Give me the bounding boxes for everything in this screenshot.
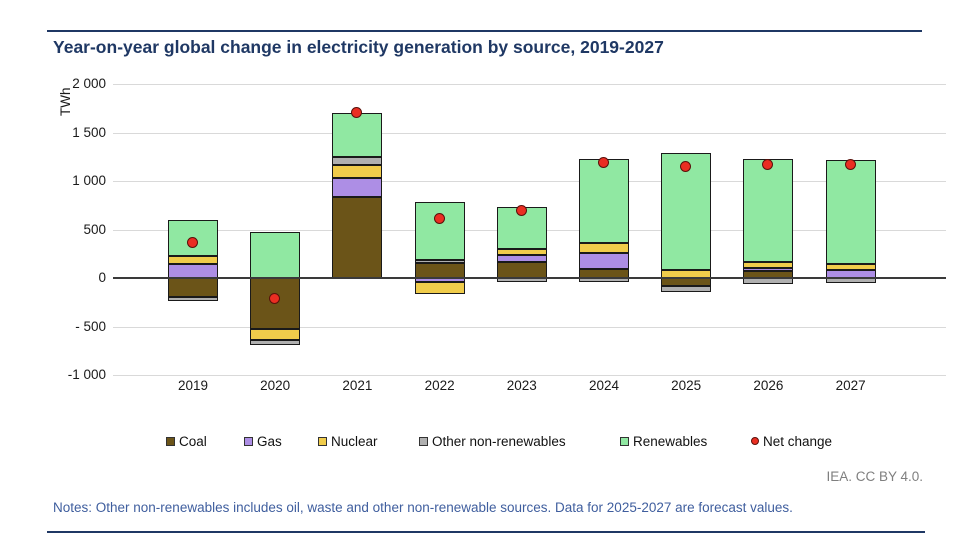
- net-change-dot-2025: [680, 161, 692, 173]
- legend-swatch-renewables: [620, 436, 629, 446]
- legend-item-nuclear: Nuclear: [318, 432, 378, 450]
- legend-item-other-non-renewables: Other non-renewables: [419, 432, 566, 450]
- legend-swatch-gas: [244, 436, 253, 446]
- net-change-dot-2019: [187, 236, 198, 248]
- net-change-dot-2024: [598, 156, 609, 168]
- net-change-dot-2021: [351, 107, 363, 119]
- bar-segment-other-non-renewables-2025: [661, 286, 712, 293]
- legend-dot-net-change: [751, 437, 759, 445]
- gridline--500: [113, 327, 946, 328]
- legend-label-coal: Coal: [179, 433, 207, 449]
- y-tick-label-2000: 2 000: [72, 76, 106, 91]
- bar-segment-nuclear-2019: [168, 256, 218, 264]
- bar-segment-nuclear-2024: [579, 243, 629, 254]
- bar-segment-renewables-2024: [579, 158, 629, 244]
- legend-label-gas: Gas: [257, 433, 282, 449]
- bar-segment-gas-2026: [743, 268, 794, 272]
- legend-item-renewables: Renewables: [620, 432, 707, 450]
- x-tick-label-2026: 2026: [753, 378, 784, 393]
- bar-segment-coal-2022: [414, 263, 465, 278]
- net-change-dot-2020: [269, 293, 281, 305]
- legend-swatch-other-non-renewables: [419, 436, 428, 446]
- gridline--1000: [113, 375, 946, 376]
- y-tick-label-1000: 1 000: [72, 173, 106, 188]
- x-tick-label-2025: 2025: [671, 378, 702, 393]
- legend-swatch-coal: [166, 436, 175, 446]
- net-change-dot-2026: [762, 158, 774, 170]
- bar-segment-coal-2025: [661, 278, 712, 287]
- bar-segment-other-non-renewables-2019: [168, 297, 218, 301]
- bar-segment-renewables-2026: [743, 159, 794, 263]
- bar-segment-other-non-renewables-2022: [414, 259, 465, 264]
- legend-label-other-non-renewables: Other non-renewables: [432, 433, 566, 449]
- legend-item-coal: Coal: [166, 432, 207, 450]
- chart-title: Year-on-year global change in electricit…: [53, 37, 664, 57]
- gridline-1500: [113, 133, 946, 134]
- y-tick-label-500: 500: [83, 222, 106, 237]
- legend-swatch-nuclear: [318, 436, 327, 446]
- bottom-divider: [47, 531, 925, 533]
- y-tick-label--500: - 500: [75, 319, 106, 334]
- bar-segment-renewables-2021: [332, 113, 383, 157]
- gridline-2000: [113, 84, 946, 85]
- bar-segment-other-non-renewables-2021: [332, 156, 383, 165]
- zero-axis-line: [113, 277, 946, 279]
- bar-segment-renewables-2022: [414, 202, 465, 260]
- x-tick-label-2021: 2021: [342, 378, 373, 393]
- y-tick-label-0: 0: [98, 270, 106, 285]
- net-change-dot-2023: [515, 205, 527, 217]
- top-divider: [47, 30, 922, 32]
- bar-segment-gas-2019: [168, 263, 218, 278]
- y-tick-label--1000: -1 000: [67, 367, 106, 382]
- legend-label-net-change: Net change: [763, 433, 833, 449]
- bar-segment-nuclear-2027: [825, 263, 876, 270]
- chart-legend: Coal Gas Nuclear Other non-renewables Renewa…: [0, 432, 962, 452]
- x-tick-label-2019: 2019: [177, 378, 209, 393]
- gridline-1000: [113, 181, 946, 182]
- bar-segment-renewables-2020: [250, 231, 301, 278]
- net-change-dot-2027: [844, 158, 856, 170]
- bar-segment-nuclear-2020: [250, 329, 301, 340]
- bar-segment-renewables-2025: [661, 153, 712, 271]
- legend-label-nuclear: Nuclear: [331, 433, 378, 449]
- x-tick-label-2024: 2024: [588, 378, 620, 393]
- bar-segment-nuclear-2022: [414, 281, 465, 295]
- bar-segment-coal-2023: [496, 261, 547, 278]
- x-tick-label-2022: 2022: [424, 378, 455, 393]
- chart-notes: Notes: Other non-renewables includes oil…: [53, 500, 793, 515]
- y-tick-label-1500: 1 500: [72, 125, 106, 140]
- license-credit: IEA. CC BY 4.0.: [826, 469, 923, 484]
- bar-segment-nuclear-2026: [743, 262, 794, 269]
- legend-label-renewables: Renewables: [633, 433, 708, 449]
- x-tick-label-2020: 2020: [260, 378, 291, 393]
- bar-segment-coal-2021: [332, 196, 383, 278]
- bar-segment-gas-2021: [332, 178, 383, 197]
- bar-segment-nuclear-2023: [496, 249, 547, 256]
- bar-segment-coal-2019: [168, 278, 218, 298]
- legend-item-net-change: Net change: [751, 432, 832, 450]
- bar-segment-nuclear-2021: [332, 164, 383, 179]
- bar-segment-gas-2023: [496, 255, 547, 262]
- bar-segment-other-non-renewables-2020: [250, 339, 301, 346]
- bar-segment-gas-2024: [579, 253, 629, 270]
- legend-item-gas: Gas: [244, 432, 282, 450]
- x-tick-label-2027: 2027: [835, 378, 866, 393]
- net-change-dot-2022: [433, 212, 445, 224]
- bar-segment-renewables-2027: [825, 159, 876, 264]
- x-tick-label-2023: 2023: [506, 378, 537, 393]
